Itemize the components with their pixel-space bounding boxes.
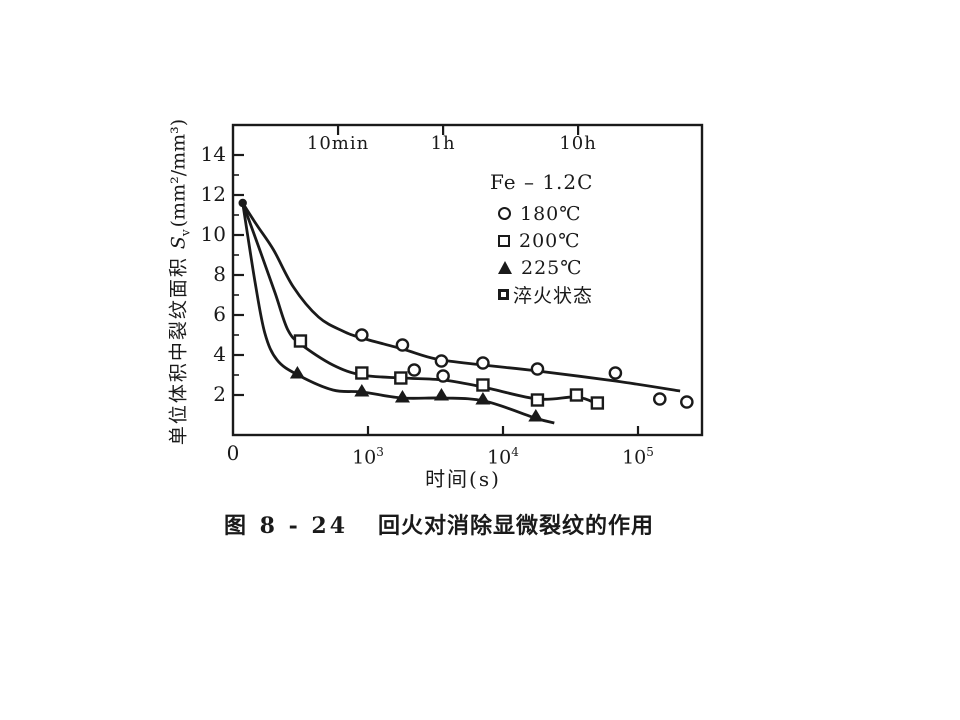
legend-label: 225℃: [521, 256, 583, 279]
data-point-open-circle: [476, 356, 490, 370]
x-tick-label: 105: [622, 445, 654, 469]
x-origin-label: 0: [226, 441, 240, 465]
y-tick-label: 14: [200, 142, 226, 166]
data-point-filled-triangle: [354, 384, 370, 397]
data-point-open-square: [293, 334, 308, 348]
y-axis-units: (mm²/mm³): [167, 118, 190, 228]
top-axis-label: 10min: [306, 133, 370, 154]
data-point-filled-triangle: [528, 409, 544, 422]
data-point-open-square: [569, 388, 584, 402]
legend: Fe – 1.2C 180℃ 200℃ 225℃ 淬火状态: [468, 170, 593, 308]
y-tick-label: 12: [200, 182, 226, 206]
data-point-open-square: [355, 366, 369, 380]
filled-triangle-marker-icon: [498, 261, 512, 274]
y-axis-title-text: 单位体积中裂纹面积: [167, 256, 190, 446]
data-point-open-square: [394, 371, 408, 385]
x-tick-exponent: 4: [511, 445, 519, 459]
legend-item-180c: 180℃: [498, 200, 593, 227]
x-tick-label: 104: [487, 445, 519, 469]
data-point-open-circle: [608, 366, 623, 380]
legend-label: 180℃: [520, 202, 582, 225]
legend-item-200c: 200℃: [498, 227, 593, 254]
data-point-open-circle: [652, 392, 667, 406]
legend-item-225c: 225℃: [498, 254, 593, 281]
data-point-open-circle: [436, 369, 450, 383]
data-point-open-square: [590, 396, 605, 410]
data-point-open-square: [530, 393, 545, 407]
plot-border: [231, 123, 704, 437]
y-axis-title: 单位体积中裂纹面积Sv(mm²/mm³): [164, 119, 193, 445]
y-tick-label: 2: [213, 382, 226, 406]
y-tick-label: 4: [213, 342, 226, 366]
data-point-filled-triangle: [433, 388, 449, 401]
data-point-open-circle: [407, 363, 422, 377]
x-tick-exponent: 5: [646, 445, 654, 459]
y-tick-label: 8: [213, 262, 226, 286]
bold-square-marker-icon: [498, 289, 509, 300]
x-tick-exponent: 3: [376, 445, 384, 459]
data-point-open-circle: [434, 354, 449, 368]
data-point-filled-triangle: [475, 392, 491, 405]
figure-title: 回火对消除显微裂纹的作用: [378, 513, 655, 539]
figure-caption: 图 8 - 24 回火对消除显微裂纹的作用: [224, 508, 654, 540]
data-point-open-circle: [395, 338, 410, 352]
data-point-quenched: [238, 198, 247, 208]
legend-title: Fe – 1.2C: [490, 170, 594, 194]
top-axis-label: 1h: [430, 133, 456, 154]
legend-label: 淬火状态: [513, 285, 594, 307]
y-tick-label: 10: [200, 222, 226, 246]
data-point-open-circle: [355, 328, 369, 342]
data-point-filled-triangle: [394, 390, 410, 403]
legend-label: 200℃: [519, 229, 581, 252]
data-point-open-circle: [530, 362, 545, 376]
data-point-open-square: [476, 378, 490, 392]
open-circle-marker-icon: [498, 207, 511, 220]
open-square-marker-icon: [498, 234, 510, 247]
data-point-filled-triangle: [289, 366, 305, 379]
x-tick-label: 103: [352, 445, 384, 469]
y-axis-symbol: S: [167, 236, 190, 250]
y-tick-label: 6: [213, 302, 226, 326]
data-point-open-circle: [680, 395, 694, 409]
top-axis-label: 10h: [559, 133, 597, 154]
legend-item-quenched: 淬火状态: [498, 281, 593, 308]
x-axis-title: 时间(s): [425, 467, 501, 491]
figure-number: 图 8 - 24: [224, 513, 349, 539]
